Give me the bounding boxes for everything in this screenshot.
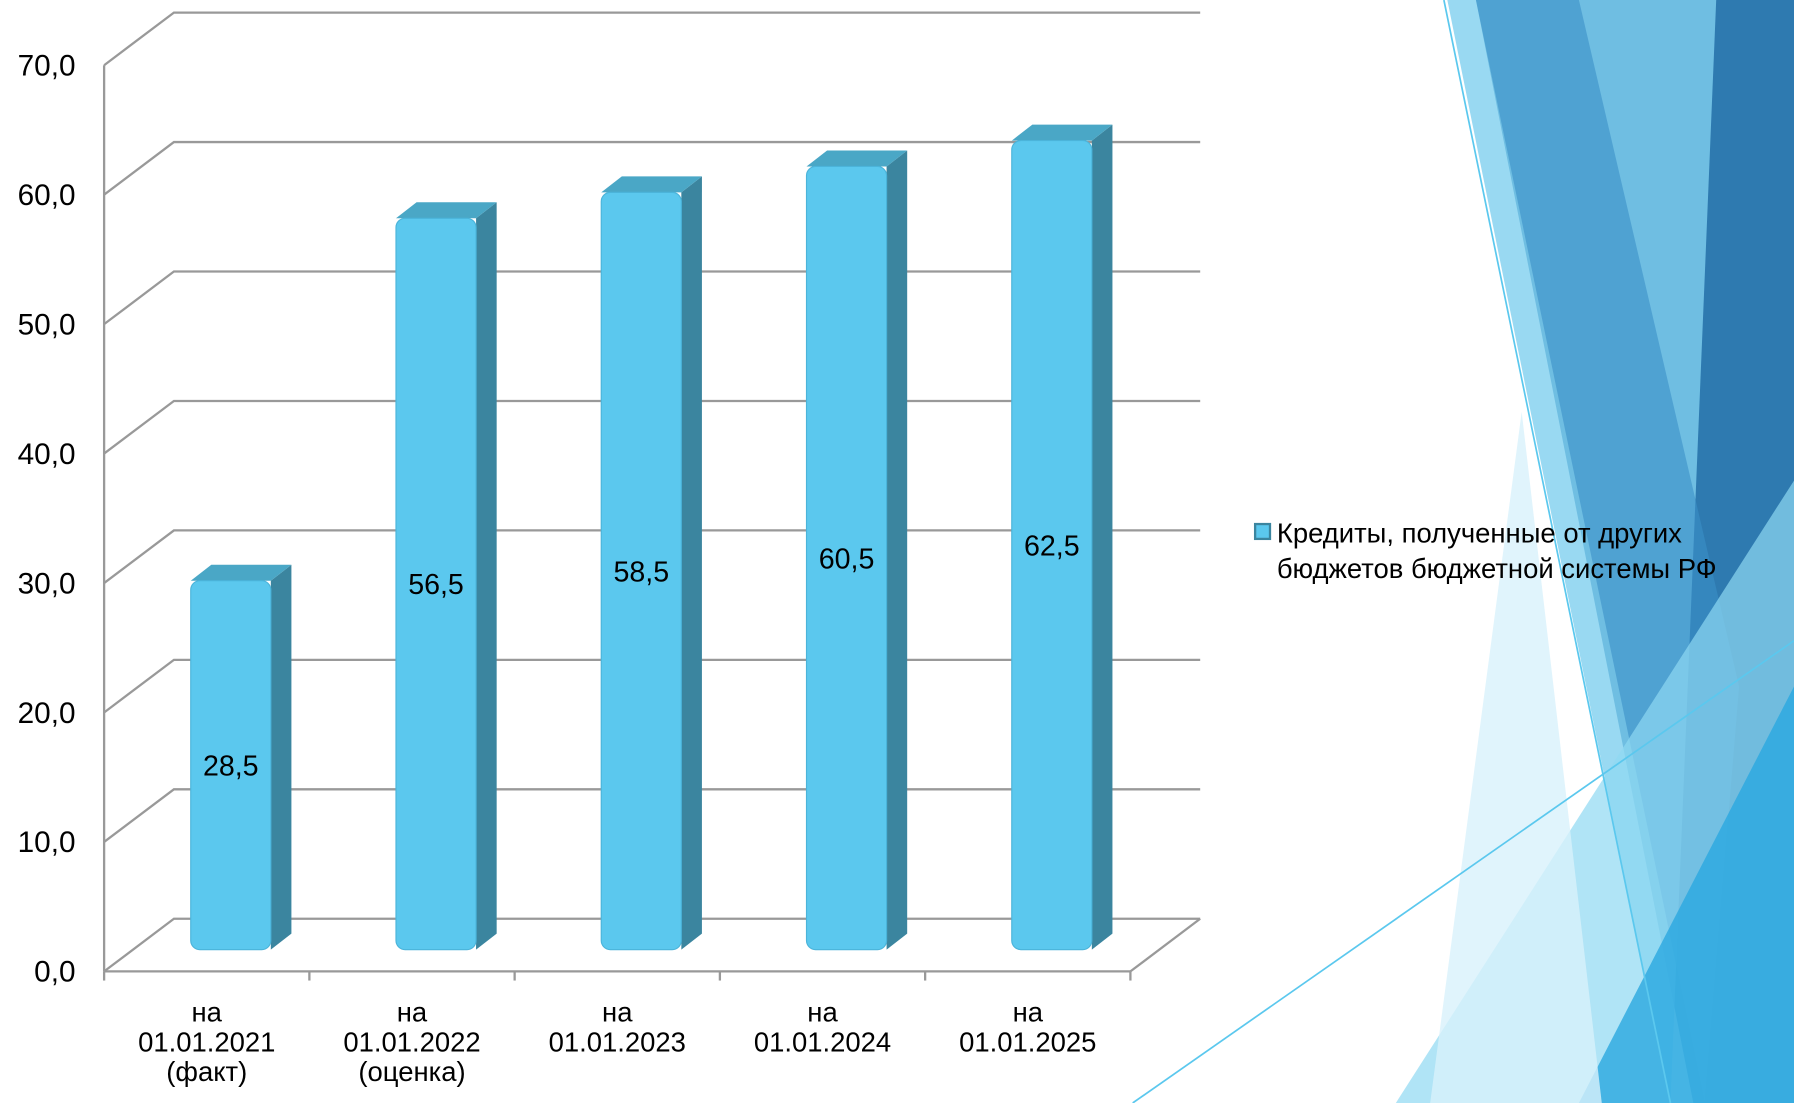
data-label: 28,5 [203, 750, 259, 782]
bar [1011, 124, 1113, 951]
y-tick-label: 30,0 [18, 567, 76, 600]
grid-line [103, 140, 1201, 196]
y-tick-label: 10,0 [18, 826, 76, 859]
bar [395, 202, 497, 951]
y-tick-label: 40,0 [18, 438, 76, 471]
data-label: 58,5 [613, 556, 669, 588]
x-tick-label: на 01.01.2025 [959, 997, 1096, 1058]
data-label: 56,5 [408, 569, 464, 601]
bar-side [886, 150, 908, 950]
bar-top [601, 176, 702, 193]
bar [805, 150, 908, 951]
y-tick-label: 20,0 [18, 697, 76, 730]
bar-front [600, 191, 682, 951]
floor [1129, 917, 1201, 973]
bar-top [190, 564, 292, 581]
x-tick-label: на 01.01.2023 [549, 997, 686, 1058]
y-tick-label: 0,0 [34, 956, 75, 989]
x-tick-label: на 01.01.2021 (факт) [138, 997, 275, 1087]
y-tick-label: 50,0 [18, 308, 76, 341]
bar-side [681, 176, 702, 950]
bar-side [1091, 124, 1113, 950]
bar-front [190, 580, 272, 951]
bar-front [1011, 140, 1093, 951]
data-label: 60,5 [819, 543, 875, 575]
bar [190, 564, 292, 951]
x-tick-label: на 01.01.2022 (оценка) [343, 997, 480, 1087]
legend-marker [1253, 522, 1272, 541]
y-tick-label: 70,0 [18, 50, 76, 83]
x-tick-label: на 01.01.2024 [754, 997, 891, 1058]
bar-top [395, 202, 497, 219]
bar-top [1011, 124, 1113, 141]
plot: 0,0 10,0 20,0 30,0 40,0 50,0 60,0 70,0 на 01.01.2… [18, 11, 1717, 1087]
y-tick-label: 60,0 [18, 179, 76, 212]
bar [600, 176, 702, 951]
bar-front [395, 217, 477, 951]
bar-front [805, 165, 888, 951]
data-label: 62,5 [1024, 530, 1080, 562]
bar-side [476, 202, 497, 950]
bar-top [806, 150, 908, 167]
legend-label: Кредиты, полученные от других бюджетов бю… [1277, 517, 1717, 583]
grid-line [103, 11, 1201, 67]
background-decor [1132, 0, 1794, 1103]
bar-side [270, 564, 292, 950]
